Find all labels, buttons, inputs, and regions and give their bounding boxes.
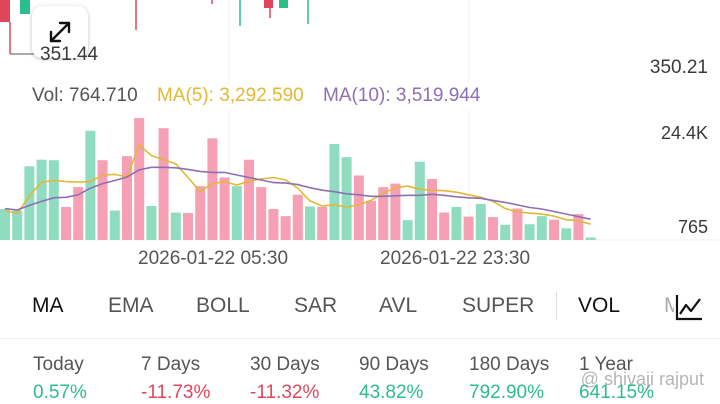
volume-bar (0, 209, 10, 240)
volume-legend: Vol: 764.710 MA(5): 3,292.590 MA(10): 3,… (32, 85, 494, 107)
volume-bar (427, 179, 437, 240)
tab-super[interactable]: SUPER (462, 294, 535, 317)
expand-button[interactable] (32, 6, 88, 58)
volume-bar (97, 160, 108, 240)
perf-label: 90 Days (359, 354, 429, 375)
tab-vol[interactable]: VOL (578, 294, 621, 317)
volume-bar (61, 206, 71, 240)
perf-label: 180 Days (469, 354, 550, 375)
volume-bar (158, 128, 169, 240)
volume-bar (414, 161, 425, 240)
volume-bar (231, 186, 242, 240)
ma10-value: MA(10): 3,519.944 (323, 85, 481, 106)
volume-axis-bottom: 765 (677, 217, 708, 237)
volume-bar (585, 237, 596, 240)
volume-bar (48, 160, 59, 240)
volume-bar (451, 206, 462, 240)
volume-bar (536, 216, 547, 240)
perf-label: 7 Days (141, 354, 201, 375)
volume-chart (0, 110, 720, 241)
vol-value: Vol: 764.710 (32, 85, 138, 106)
volume-bar (549, 219, 559, 240)
volume-bar (378, 187, 389, 240)
perf-value: 792.90% (469, 382, 545, 403)
volume-bar (439, 212, 450, 240)
volume-bar (488, 217, 498, 240)
volume-bar (36, 159, 47, 240)
ma10-line (4, 166, 591, 220)
volume-bar (12, 210, 23, 240)
volume-bar (207, 138, 218, 240)
candle (264, 0, 273, 8)
volume-bar (573, 214, 584, 240)
volume-bar (268, 209, 279, 240)
price-axis-label: 350.21 (649, 57, 708, 78)
candle (20, 0, 30, 14)
volume-bar (219, 177, 230, 240)
ma5-value: MA(5): 3,292.590 (156, 85, 304, 106)
perf-label: 30 Days (250, 354, 320, 375)
volume-bar (292, 194, 303, 240)
volume-bar (134, 118, 145, 240)
perf-label: Today (33, 354, 84, 375)
volume-bar (146, 205, 157, 240)
ma5-line (4, 143, 591, 225)
volume-bar (512, 208, 523, 240)
expand-icon (49, 21, 71, 43)
volume-bar (305, 206, 315, 240)
low-price-label: 351.44 (40, 44, 99, 65)
volume-bar (475, 203, 486, 240)
candle (279, 0, 288, 8)
volume-bar (195, 186, 206, 240)
volume-bar (24, 166, 35, 240)
section-divider (0, 338, 720, 339)
perf-value: -11.32% (250, 382, 320, 403)
volume-bar (183, 213, 193, 240)
volume-bar (353, 175, 364, 240)
volume-bar (85, 130, 96, 240)
volume-axis-top: 24.4K (660, 123, 708, 143)
volume-bar (524, 224, 535, 240)
volume-bar (170, 212, 181, 240)
volume-bar (390, 183, 401, 240)
candle (0, 0, 10, 22)
perf-value: -11.73% (141, 382, 211, 403)
tab-divider (556, 292, 557, 320)
volume-bar (463, 216, 474, 240)
volume-bar (244, 159, 254, 240)
volume-bar (109, 210, 120, 240)
tab-sar[interactable]: SAR (294, 294, 338, 317)
line-chart-icon (675, 295, 702, 321)
volume-bar (256, 187, 267, 240)
volume-bar (122, 156, 132, 240)
volume-bar (500, 224, 511, 240)
volume-bar (402, 220, 413, 240)
tab-ma[interactable]: MA (32, 294, 64, 317)
volume-bar (317, 206, 328, 240)
tab-boll[interactable]: BOLL (196, 294, 250, 317)
watermark: @ shivaji rajput (580, 369, 704, 389)
tab-ema[interactable]: EMA (108, 294, 154, 317)
volume-bar (366, 200, 376, 240)
time-label: 2026-01-22 23:30 (380, 248, 531, 269)
time-label: 2026-01-22 05:30 (138, 248, 289, 269)
tab-avl[interactable]: AVL (379, 294, 418, 317)
volume-bar (561, 228, 572, 240)
volume-bar (341, 157, 352, 240)
perf-value: 43.82% (359, 382, 424, 403)
indicator-tabs: MA EMA BOLL SAR AVL SUPER VOL M (0, 284, 720, 330)
candlestick-area (0, 0, 470, 84)
volume-bar (280, 216, 291, 240)
volume-bar (73, 187, 84, 240)
perf-value: 0.57% (33, 382, 87, 403)
chart-settings-button[interactable] (674, 292, 704, 322)
